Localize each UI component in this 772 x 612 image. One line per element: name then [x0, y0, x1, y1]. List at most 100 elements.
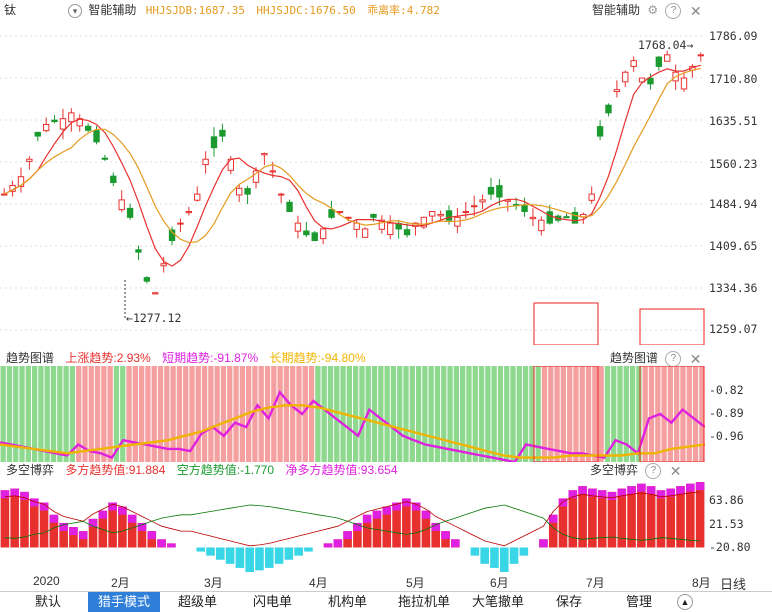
y-tick: 1409.65	[709, 239, 758, 253]
assist-label[interactable]: 智能辅助	[88, 3, 137, 17]
trend-y-axis: -0.82 -0.89 -0.96	[705, 366, 772, 462]
help-icon[interactable]: ?	[665, 350, 682, 367]
tab-flash-order[interactable]: 闪电单	[253, 594, 293, 609]
candle-body	[59, 118, 67, 130]
bull-bar	[656, 490, 666, 548]
bull-bar	[0, 490, 10, 548]
tab-default[interactable]: 默认	[35, 594, 62, 609]
bull-bar	[392, 502, 401, 548]
bull-bar-cap	[617, 488, 627, 497]
trend-bar	[13, 366, 19, 462]
close-icon[interactable]: ✕	[689, 350, 702, 367]
trend-bar	[296, 366, 302, 462]
high-value-label: 1768.04	[638, 38, 687, 52]
bull-bar	[88, 518, 98, 548]
trend-bar	[69, 366, 76, 462]
trend-bar	[623, 366, 629, 462]
bull-bar	[578, 486, 587, 548]
low-value-label: 1277.12	[132, 311, 182, 325]
bull-bar-cap	[353, 522, 362, 531]
y-tick: 1560.23	[709, 157, 758, 171]
candle-body	[462, 211, 469, 214]
trend-bar	[611, 366, 617, 462]
close-icon[interactable]: ✕	[669, 462, 682, 479]
trend-bar	[113, 366, 120, 462]
bear-bar	[264, 547, 274, 568]
close-icon[interactable]: ✕	[689, 2, 702, 19]
trend-bar	[585, 366, 592, 462]
bull-bar-cap	[578, 486, 587, 495]
bull-bar-cap	[568, 490, 578, 499]
bull-bar-cap	[646, 486, 656, 495]
bull-bar-cap	[88, 518, 98, 527]
trend-bar	[510, 366, 516, 462]
trend-bar	[277, 366, 283, 462]
candle-body	[437, 213, 444, 217]
help-icon[interactable]: ?	[645, 462, 662, 479]
trend-bar	[25, 366, 31, 462]
bull-bar	[147, 531, 157, 548]
trend-bar	[604, 366, 611, 462]
long-trend-value: 长期趋势:-94.80%	[269, 351, 366, 365]
candle-body	[697, 54, 704, 57]
highlight-box	[533, 366, 599, 462]
candle-body	[219, 129, 226, 137]
month-label: 7月	[586, 576, 605, 590]
tab-hunter-mode[interactable]: 猎手模式	[88, 592, 161, 612]
trend-right-label: 趋势图谱	[610, 351, 659, 365]
bull-bar	[666, 488, 676, 548]
trend-bar	[201, 366, 208, 462]
y-tick: -0.96	[709, 429, 744, 443]
trend-bar	[579, 366, 585, 462]
candle-body	[177, 222, 184, 225]
up-trend-value: 上涨趋势:2.93%	[65, 351, 151, 365]
trend-bar	[208, 366, 214, 462]
bull-bar-cap	[78, 531, 88, 540]
trend-bar	[560, 366, 567, 462]
bull-bar-cap	[59, 522, 68, 531]
trend-bar	[308, 366, 315, 462]
trend-bar	[57, 366, 63, 462]
candle-body	[101, 157, 109, 160]
chevron-up-icon[interactable]: ▲	[677, 594, 693, 610]
game-right-label: 多空博弈	[590, 463, 639, 477]
chevron-down-icon[interactable]: ▾	[68, 4, 82, 18]
trend-bar	[0, 366, 6, 462]
bear-bar	[196, 547, 206, 552]
candle-body	[202, 158, 209, 166]
bull-bar-cap	[411, 502, 421, 511]
candle-body	[429, 211, 436, 217]
gear-icon[interactable]: ⚙	[647, 3, 659, 17]
candle-body	[403, 229, 411, 236]
help-icon[interactable]: ?	[665, 2, 682, 19]
trend-bar	[220, 366, 227, 462]
tab-tractor-order[interactable]: 拖拉机单	[398, 594, 451, 609]
candle-body	[445, 210, 453, 221]
candle-body	[319, 228, 327, 240]
bull-bar	[637, 483, 646, 548]
y-tick: 1334.36	[709, 281, 758, 295]
high-marker: 1768.04→	[638, 38, 693, 52]
bear-bar	[294, 547, 303, 556]
bear-bar	[490, 547, 499, 568]
bear-bar	[225, 547, 235, 564]
tab-institution-order[interactable]: 机构单	[328, 594, 368, 609]
trend-bar	[478, 366, 485, 462]
candle-body	[1, 193, 8, 196]
trend-bar	[44, 366, 50, 462]
tab-large-cancel[interactable]: 大笔撤单	[472, 594, 525, 609]
trend-bar	[233, 366, 239, 462]
month-label: 3月	[204, 576, 223, 590]
trend-bar	[334, 366, 340, 462]
trend-bar	[441, 366, 447, 462]
tab-manage[interactable]: 管理	[626, 594, 653, 609]
bull-bar	[695, 482, 705, 548]
candle-body	[68, 112, 75, 123]
tab-save[interactable]: 保存	[556, 594, 583, 609]
bear-bar	[216, 547, 225, 560]
deviation-value: 乖离率:4.782	[367, 4, 440, 17]
highlight-box	[639, 308, 705, 345]
tab-super-order[interactable]: 超级单	[178, 594, 218, 609]
period-label[interactable]: 日线	[720, 577, 747, 592]
candle-body	[664, 54, 671, 62]
